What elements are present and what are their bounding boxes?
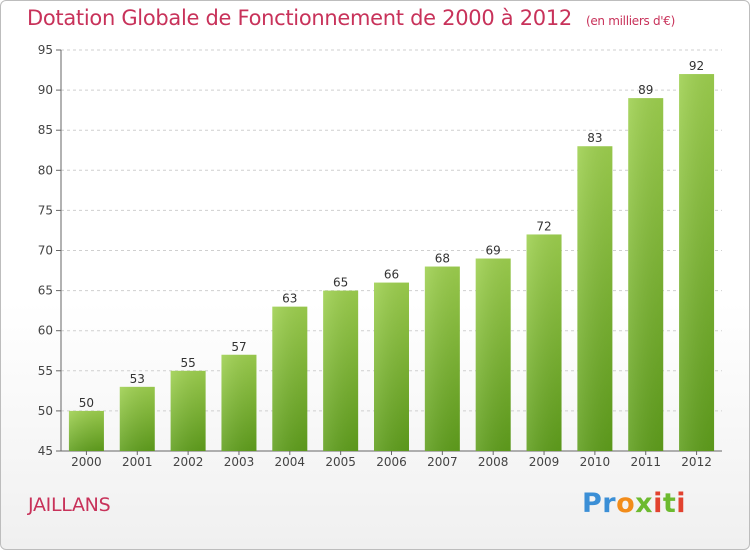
y-tick-label: 70 [38,244,53,258]
data-label: 50 [79,396,94,410]
proxiti-logo: Proxiti [582,488,687,519]
commune-name: JAILLANS [28,494,111,516]
bars [68,74,715,452]
bar-shade [323,290,359,451]
y-tick-label: 45 [38,444,53,458]
data-label: 53 [130,372,145,386]
x-tick-label: 2005 [325,455,356,469]
data-label: 83 [587,131,602,145]
data-labels: 50 53 55 57 63 65 66 68 69 72 83 89 92 [79,59,704,410]
x-tick-label: 2008 [478,455,509,469]
data-label: 55 [180,356,195,370]
chart-unit: (en milliers d'€) [585,14,675,28]
data-label: 63 [282,292,297,306]
data-label: 57 [231,340,246,354]
x-tick-label: 2004 [275,455,306,469]
y-tick-label: 60 [38,324,53,338]
bar-shade [374,282,409,451]
bar-shade [475,258,511,451]
y-tick-label: 55 [38,364,53,378]
x-tick-label: 2000 [71,455,102,469]
x-tick-label: 2009 [529,455,560,469]
bar-shade [679,74,715,451]
bar-shade [221,354,257,451]
y-tick-label: 65 [38,284,53,298]
data-label: 72 [536,219,551,233]
x-tick-label: 2001 [122,455,153,469]
y-tick-label: 85 [38,123,53,137]
chart-title-text: Dotation Globale de Fonctionnement de 20… [27,6,572,30]
x-tick-label: 2012 [681,455,712,469]
x-tick-label: 2011 [630,455,661,469]
x-tick-label: 2006 [376,455,407,469]
bar-shade [577,146,613,452]
x-tick-label: 2003 [224,455,255,469]
data-label: 68 [435,252,450,266]
bar-shade [272,306,308,451]
x-tick-label: 2002 [173,455,204,469]
bar-shade [119,386,155,451]
data-label: 92 [689,59,704,73]
data-label: 65 [333,276,348,290]
y-tick-label: 80 [38,163,53,177]
y-tick-label: 50 [38,404,53,418]
bar-shade [526,234,562,451]
x-tick-label: 2007 [427,455,458,469]
data-label: 89 [638,83,653,97]
y-tick-label: 90 [38,83,53,97]
bar-shade [68,410,104,451]
bar-shade [170,370,206,451]
data-label: 69 [486,244,501,258]
y-tick-label: 95 [38,43,53,57]
chart-title: Dotation Globale de Fonctionnement de 20… [27,6,675,30]
x-tick-label: 2010 [580,455,611,469]
data-label: 66 [384,268,399,282]
y-tick-label: 75 [38,203,53,217]
bar-shade [628,98,664,452]
bar-shade [424,266,460,451]
